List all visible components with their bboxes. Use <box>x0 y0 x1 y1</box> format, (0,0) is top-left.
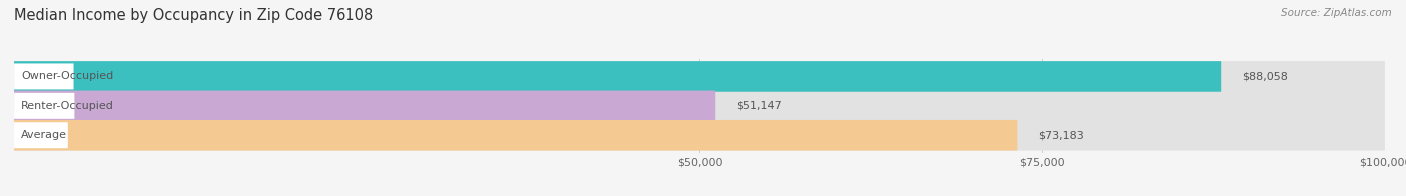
FancyBboxPatch shape <box>14 120 1018 151</box>
Text: $51,147: $51,147 <box>735 101 782 111</box>
FancyBboxPatch shape <box>14 64 73 89</box>
Text: Renter-Occupied: Renter-Occupied <box>21 101 114 111</box>
FancyBboxPatch shape <box>14 61 1222 92</box>
FancyBboxPatch shape <box>14 122 67 148</box>
FancyBboxPatch shape <box>14 120 1385 151</box>
FancyBboxPatch shape <box>14 93 75 119</box>
Text: Owner-Occupied: Owner-Occupied <box>21 71 114 82</box>
FancyBboxPatch shape <box>14 91 1385 121</box>
FancyBboxPatch shape <box>14 91 716 121</box>
Text: Source: ZipAtlas.com: Source: ZipAtlas.com <box>1281 8 1392 18</box>
Text: $73,183: $73,183 <box>1038 130 1084 140</box>
FancyBboxPatch shape <box>14 61 1385 92</box>
Text: $88,058: $88,058 <box>1241 71 1288 82</box>
Text: Average: Average <box>21 130 67 140</box>
Text: Median Income by Occupancy in Zip Code 76108: Median Income by Occupancy in Zip Code 7… <box>14 8 374 23</box>
